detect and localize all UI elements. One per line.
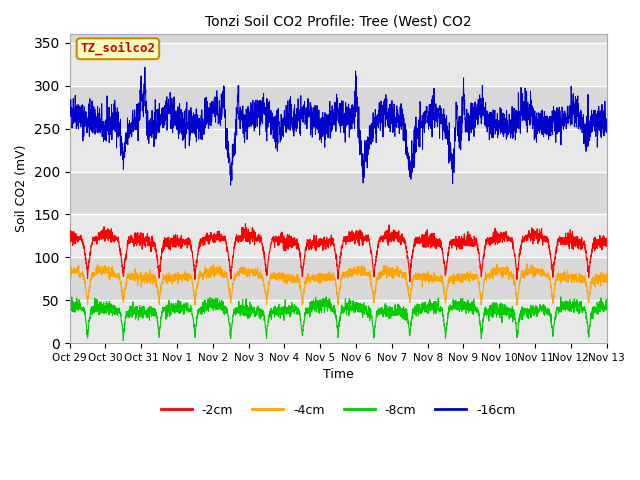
Legend: -2cm, -4cm, -8cm, -16cm: -2cm, -4cm, -8cm, -16cm [156, 399, 521, 421]
Bar [70, 171, 607, 215]
Bar [70, 86, 607, 129]
Bar [70, 35, 607, 43]
Text: TZ_soilco2: TZ_soilco2 [81, 42, 156, 56]
Bar [70, 129, 607, 171]
Y-axis label: Soil CO2 (mV): Soil CO2 (mV) [15, 145, 28, 232]
Bar [70, 300, 607, 343]
X-axis label: Time: Time [323, 368, 353, 381]
Bar [70, 215, 607, 257]
Title: Tonzi Soil CO2 Profile: Tree (West) CO2: Tonzi Soil CO2 Profile: Tree (West) CO2 [205, 15, 472, 29]
Bar [70, 43, 607, 86]
Bar [70, 257, 607, 300]
